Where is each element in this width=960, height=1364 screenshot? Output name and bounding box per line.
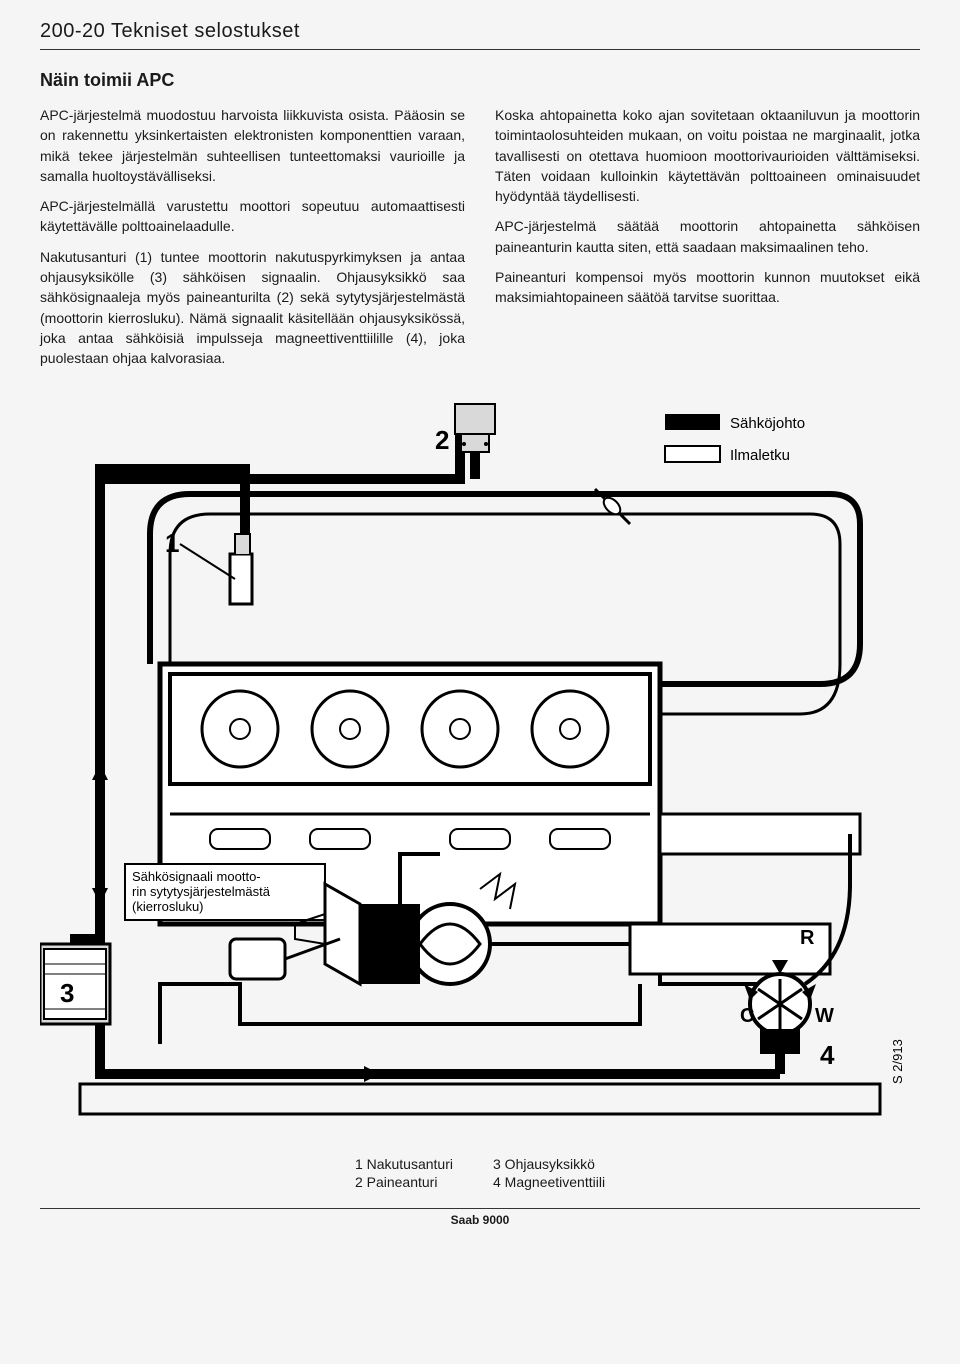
right-column: Koska ahtopainetta koko ajan sovitetaan … [495,105,920,379]
legend-item: 2 Paineanturi [355,1174,453,1190]
legend-item: 4 Magneetiventtiili [493,1174,605,1190]
para: Koska ahtopainetta koko ajan sovitetaan … [495,105,920,206]
legend-label-black: Sähköjohto [730,415,805,432]
diagram-label-W: W [815,1005,834,1027]
text-columns: APC-järjestelmä muodostuu harvoista liik… [40,105,920,379]
diagram-code: S 2/913 [890,1039,905,1084]
diagram-label-R: R [800,927,815,949]
legend-label-white: Ilmaletku [730,447,790,464]
diagram-label-C: C [740,1005,754,1027]
bottom-legend: 1 Nakutusanturi 2 Paineanturi 3 Ohjausyk… [40,1156,920,1190]
page-header: 200-20 Tekniset selostukset [40,20,920,50]
para: Nakutusanturi (1) tuntee moottorin nakut… [40,247,465,369]
left-column: APC-järjestelmä muodostuu harvoista liik… [40,105,465,379]
diagram-label-1: 1 [165,528,179,558]
para: APC-järjestelmällä varustettu moottori s… [40,196,465,237]
para: APC-järjestelmä muodostuu harvoista liik… [40,105,465,186]
legend-swatch-black [665,414,720,430]
diagram-label-3: 3 [60,978,74,1008]
apc-diagram: 1 2 3 Sähkösignaali mootto- rin sytytysj… [40,384,920,1144]
para: Paineanturi kompensoi myös moottorin kun… [495,267,920,308]
para: APC-järjestelmä säätää moottorin ahtopai… [495,216,920,257]
diagram-label-4: 4 [820,1040,835,1070]
legend-item: 1 Nakutusanturi [355,1156,453,1172]
legend-swatch-white [665,446,720,462]
page-footer: Saab 9000 [40,1208,920,1227]
section-title: Näin toimii APC [40,70,920,91]
legend-item: 3 Ohjausyksikkö [493,1156,605,1172]
diagram-label-2: 2 [435,425,449,455]
